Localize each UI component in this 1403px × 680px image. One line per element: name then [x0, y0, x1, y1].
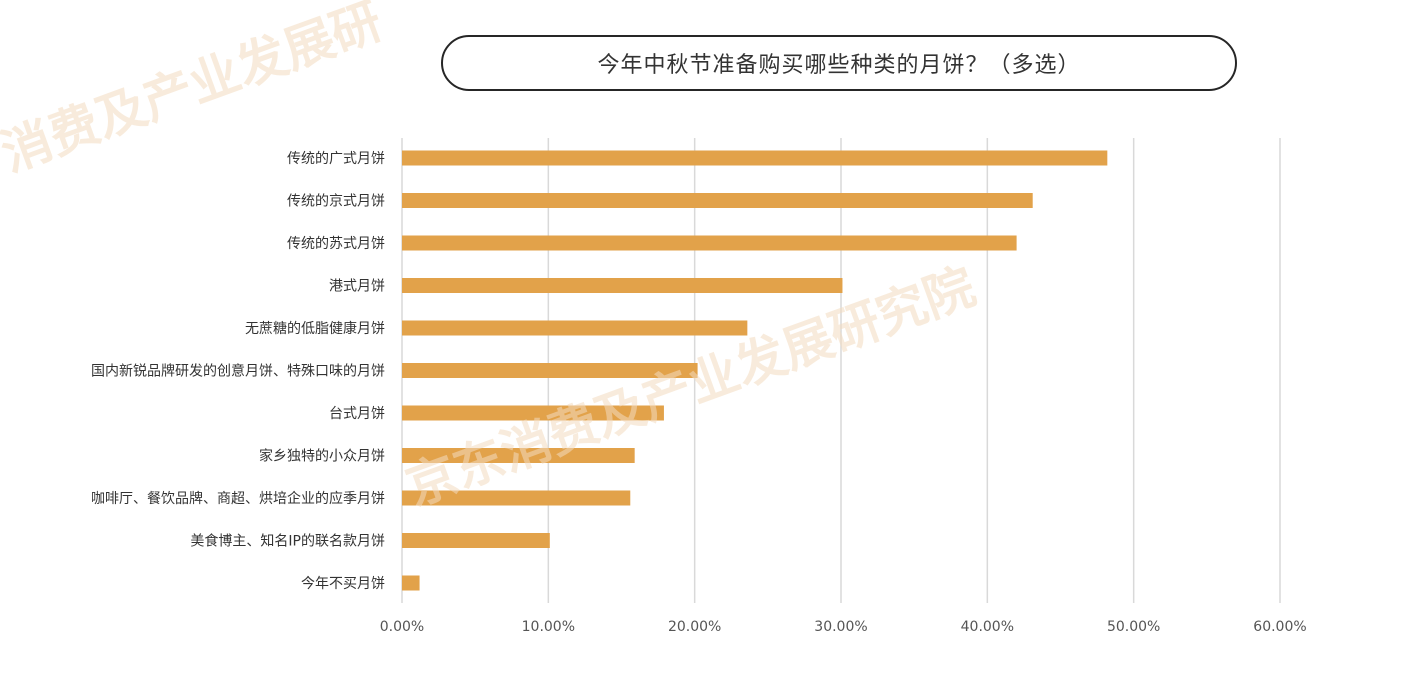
bar	[402, 278, 843, 293]
category-labels: 传统的广式月饼传统的京式月饼传统的苏式月饼港式月饼无蔗糖的低脂健康月饼国内新锐品…	[91, 151, 385, 592]
bar	[402, 235, 1017, 251]
bar	[402, 575, 420, 591]
x-tick-label: 20.00%	[668, 619, 721, 635]
category-label: 传统的广式月饼	[287, 151, 385, 167]
x-axis-ticks: 0.00% 10.00% 20.00% 30.00% 40.00% 50.00% 60.00…	[380, 619, 1307, 635]
category-label: 传统的京式月饼	[287, 194, 385, 210]
bar	[402, 320, 748, 336]
category-label: 传统的苏式月饼	[287, 236, 385, 252]
category-label: 家乡独特的小众月饼	[259, 448, 385, 465]
bar	[402, 490, 631, 506]
category-label: 无蔗糖的低脂健康月饼	[245, 320, 385, 337]
bar	[402, 363, 698, 378]
chart-title: 今年中秋节准备购买哪些种类的月饼？（多选）	[597, 53, 1081, 78]
category-label: 美食博主、知名IP的联名款月饼	[190, 533, 385, 550]
x-tick-label: 40.00%	[961, 619, 1014, 635]
bar	[402, 533, 550, 548]
category-label: 国内新锐品牌研发的创意月饼、特殊口味的月饼	[91, 363, 385, 380]
chart-title-box: 今年中秋节准备购买哪些种类的月饼？（多选）	[441, 35, 1237, 91]
x-tick-label: 50.00%	[1107, 619, 1160, 635]
category-label: 台式月饼	[329, 406, 385, 422]
bar	[402, 193, 1033, 208]
category-label: 港式月饼	[329, 279, 385, 295]
category-label: 咖啡厅、餐饮品牌、商超、烘培企业的应季月饼	[91, 490, 385, 507]
category-label: 今年不买月饼	[301, 576, 385, 592]
bar	[402, 448, 635, 463]
x-tick-label: 30.00%	[814, 619, 867, 635]
x-tick-label: 10.00%	[522, 619, 575, 635]
bars	[402, 150, 1108, 591]
x-tick-label: 0.00%	[380, 619, 424, 635]
bar	[402, 150, 1108, 166]
bar	[402, 405, 664, 421]
x-tick-label: 60.00%	[1253, 619, 1306, 635]
